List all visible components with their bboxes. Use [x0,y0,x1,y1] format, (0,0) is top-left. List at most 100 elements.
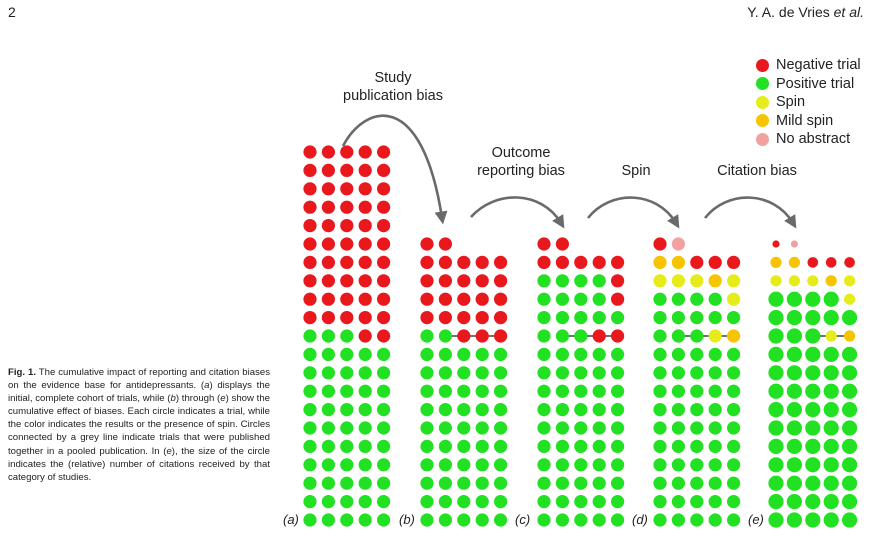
trial-circle [555,495,570,509]
trial-circle [321,329,335,343]
stage-label-spin: Spin [621,162,650,180]
trial-circle [457,513,471,527]
trial-circle [358,329,372,343]
bias-arrow [470,196,565,229]
legend-swatch-positive [756,77,769,91]
trial-circle [574,403,588,417]
trial-circle [303,219,317,233]
trial-circle [420,311,434,325]
trial-circle [377,237,391,251]
trial-circle [377,458,391,472]
trial-circle [475,513,489,527]
trial-circle [844,275,856,287]
trial-circle [537,421,551,435]
trial-circle [805,328,821,344]
trial-circle [494,495,508,509]
trial-circle [358,366,372,380]
trial-circle [768,291,784,307]
trial-circle [358,292,372,306]
trial-circle [555,513,570,527]
trial-circle [438,513,452,527]
trial-circle [671,403,686,417]
trial-circle [420,476,434,490]
trial-circle [358,476,372,490]
trial-circle [494,329,508,343]
legend: Negative trial Positive trial Spin Mild … [756,56,861,149]
trial-circle [358,421,372,435]
trial-circle [555,311,570,325]
trial-circle [671,495,686,509]
stage-label-outcome-reporting-bias: Outcome reporting bias [477,144,565,180]
trial-circle [340,403,354,417]
trial-circle [708,403,722,417]
stage-label-line: Study [374,70,412,86]
legend-swatch-negative [756,58,769,72]
trial-circle [671,384,686,398]
legend-label-spin: Spin [776,94,806,111]
trial-circle [768,310,784,326]
trial-circle [825,330,837,342]
trial-circle [690,384,704,398]
trial-circle [768,512,784,528]
trial-circle [340,145,354,159]
running-head-etal: et al. [833,4,864,20]
trial-circle [494,513,508,527]
trial-circle [786,438,803,454]
trial-circle [768,383,784,399]
trial-circle [420,384,434,398]
trial-circle [592,476,606,490]
trial-circle [303,329,317,343]
caption-text: ), the size of the circle indicates the … [8,445,270,483]
trial-circle [690,458,704,472]
trial-circle [790,240,799,248]
trial-circle [377,145,391,159]
trial-circle [844,293,856,305]
trial-circle [727,403,741,417]
trial-circle [537,403,551,417]
trial-circle [770,256,782,268]
trial-circle [805,383,821,399]
trial-circle [708,274,722,288]
trial-circle [420,347,434,361]
trial-circle [475,366,489,380]
trial-circle [358,403,372,417]
trial-circle [842,438,858,454]
trial-circle [537,237,551,251]
trial-circle [825,275,837,287]
trial-circle [358,182,372,196]
trial-circle [823,457,839,473]
trial-circle [671,513,686,527]
trial-circle [438,366,452,380]
trial-circle [537,329,551,343]
trial-circle [842,346,858,362]
trial-circle [475,458,489,472]
trial-circle [671,476,686,490]
trial-circle [768,346,784,362]
trial-circle [340,163,354,177]
trial-circle [823,438,839,454]
trial-circle [805,457,821,473]
trial-circle [611,421,625,435]
trial-circle [653,329,667,343]
trial-circle [303,439,317,453]
trial-circle [438,403,452,417]
trial-circle [555,384,570,398]
trial-circle [475,476,489,490]
trial-circle [807,257,819,268]
trial-circle [457,439,471,453]
trial-circle [358,274,372,288]
trial-circle [457,292,471,306]
trial-circle [438,347,452,361]
stage-label-citation-bias: Citation bias [717,162,797,180]
trial-circle [438,274,452,288]
trial-circle [574,274,588,288]
trial-circle [420,255,434,269]
trial-circle [768,328,784,344]
trial-circle [653,347,667,361]
trial-circle [727,384,741,398]
trial-circle [671,292,686,306]
trial-circle [303,458,317,472]
trial-circle [377,347,391,361]
trial-circle [708,495,722,509]
trial-circle [770,275,782,287]
